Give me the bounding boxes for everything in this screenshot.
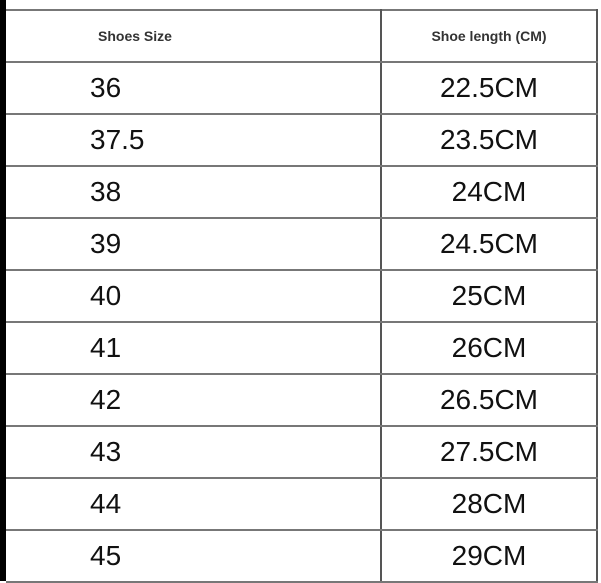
- length-cell: 23.5CM: [381, 113, 598, 167]
- table-row: 45 29CM: [6, 529, 598, 583]
- size-cell: 41: [6, 321, 382, 375]
- header-row: Shoes Size Shoe length (CM): [6, 9, 598, 63]
- table-row: 38 24CM: [6, 165, 598, 219]
- table-row: 39 24.5CM: [6, 217, 598, 271]
- size-cell: 42: [6, 373, 382, 427]
- table-row: 37.5 23.5CM: [6, 113, 598, 167]
- size-cell: 45: [6, 529, 382, 583]
- left-edge-bar: [0, 0, 6, 581]
- size-cell: 37.5: [6, 113, 382, 167]
- size-cell: 39: [6, 217, 382, 271]
- length-cell: 24CM: [381, 165, 598, 219]
- table-row: 40 25CM: [6, 269, 598, 323]
- size-cell: 36: [6, 61, 382, 115]
- table-row: 43 27.5CM: [6, 425, 598, 479]
- length-cell: 29CM: [381, 529, 598, 583]
- table-row: 44 28CM: [6, 477, 598, 531]
- table-row: 36 22.5CM: [6, 61, 598, 115]
- length-cell: 26CM: [381, 321, 598, 375]
- length-cell: 24.5CM: [381, 217, 598, 271]
- table-row: 41 26CM: [6, 321, 598, 375]
- size-cell: 38: [6, 165, 382, 219]
- header-shoes-size: Shoes Size: [6, 9, 382, 63]
- length-cell: 26.5CM: [381, 373, 598, 427]
- length-cell: 28CM: [381, 477, 598, 531]
- size-chart-table: Shoes Size Shoe length (CM) 36 22.5CM 37.5…: [6, 9, 598, 583]
- length-cell: 25CM: [381, 269, 598, 323]
- length-cell: 27.5CM: [381, 425, 598, 479]
- length-cell: 22.5CM: [381, 61, 598, 115]
- size-cell: 43: [6, 425, 382, 479]
- table-row: 42 26.5CM: [6, 373, 598, 427]
- size-cell: 40: [6, 269, 382, 323]
- header-shoe-length: Shoe length (CM): [381, 9, 598, 63]
- size-cell: 44: [6, 477, 382, 531]
